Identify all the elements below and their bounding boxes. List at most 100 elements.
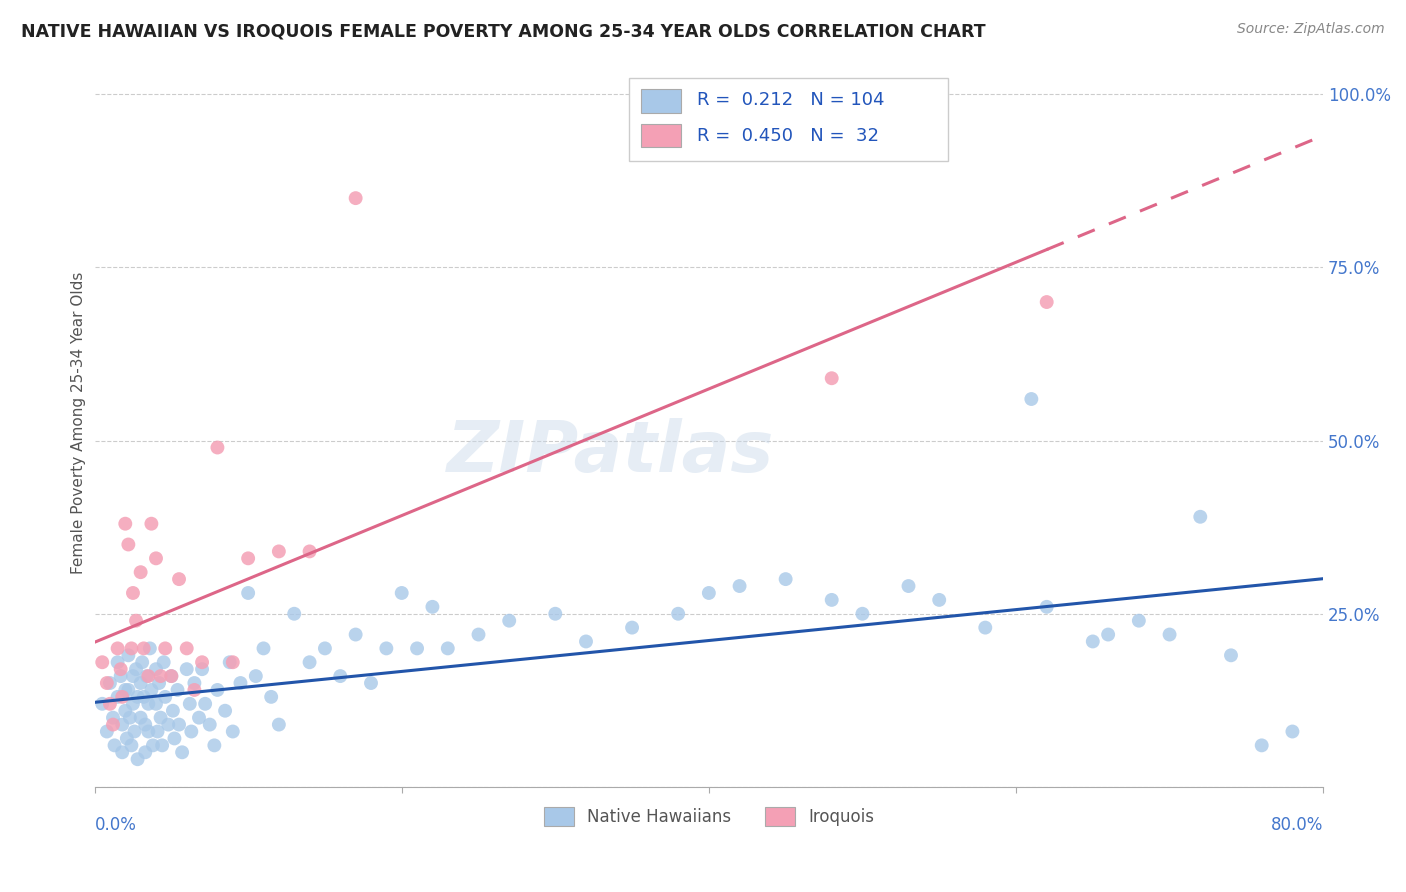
Point <box>127 690 149 704</box>
Point <box>139 641 162 656</box>
Point <box>149 711 172 725</box>
Point <box>91 655 114 669</box>
Point <box>114 516 136 531</box>
Point <box>91 697 114 711</box>
Point <box>163 731 186 746</box>
Point <box>111 745 134 759</box>
Point <box>1021 392 1043 406</box>
Point <box>179 697 201 711</box>
Point <box>1128 614 1150 628</box>
Point <box>260 690 283 704</box>
Point <box>267 544 290 558</box>
Text: 0.0%: 0.0% <box>94 816 136 834</box>
Point <box>697 586 720 600</box>
Point <box>252 641 274 656</box>
Point <box>360 676 382 690</box>
Point <box>1035 295 1057 310</box>
Point <box>118 711 141 725</box>
Point <box>127 752 149 766</box>
Point <box>96 676 118 690</box>
Point <box>897 579 920 593</box>
Point <box>146 724 169 739</box>
Point <box>122 669 145 683</box>
Point <box>111 717 134 731</box>
Point <box>145 697 167 711</box>
Point <box>117 682 139 697</box>
FancyBboxPatch shape <box>628 78 949 161</box>
Point <box>1220 648 1243 663</box>
Point <box>117 648 139 663</box>
Point <box>114 682 136 697</box>
Point <box>422 599 444 614</box>
Point <box>124 724 146 739</box>
Point <box>134 745 156 759</box>
Point <box>467 627 489 641</box>
Point <box>198 717 221 731</box>
Point <box>183 682 205 697</box>
Point <box>96 724 118 739</box>
Point <box>115 731 138 746</box>
Point <box>344 627 367 641</box>
Point <box>101 711 124 725</box>
Point <box>236 586 259 600</box>
Point <box>298 655 321 669</box>
Point <box>107 690 129 704</box>
Point <box>344 191 367 205</box>
Point <box>436 641 458 656</box>
Point <box>183 676 205 690</box>
Point <box>149 669 172 683</box>
Point <box>125 662 148 676</box>
Point <box>406 641 429 656</box>
Point <box>176 662 198 676</box>
Point <box>1281 724 1303 739</box>
Point <box>218 655 240 669</box>
Point <box>821 593 844 607</box>
Point <box>129 676 152 690</box>
Point <box>141 682 163 697</box>
Point <box>314 641 336 656</box>
Point <box>155 690 177 704</box>
Point <box>129 711 152 725</box>
Point <box>110 669 132 683</box>
Point <box>122 697 145 711</box>
Point <box>1097 627 1119 641</box>
Point <box>172 745 194 759</box>
Point <box>391 586 413 600</box>
Point <box>101 717 124 731</box>
Point <box>194 697 217 711</box>
Point <box>229 676 252 690</box>
Point <box>267 717 290 731</box>
Point <box>298 544 321 558</box>
Point <box>110 662 132 676</box>
Point <box>103 739 125 753</box>
Point <box>145 662 167 676</box>
Point <box>134 717 156 731</box>
Point <box>111 690 134 704</box>
Point <box>575 634 598 648</box>
Point <box>498 614 520 628</box>
Point <box>1081 634 1104 648</box>
Point <box>120 641 142 656</box>
Point <box>129 565 152 579</box>
Point <box>131 655 153 669</box>
Text: R =  0.212   N = 104: R = 0.212 N = 104 <box>696 91 884 109</box>
Point <box>142 739 165 753</box>
Point <box>1159 627 1181 641</box>
Point <box>1035 599 1057 614</box>
Point <box>166 682 188 697</box>
Point <box>132 641 155 656</box>
Point <box>136 724 159 739</box>
Point <box>98 676 121 690</box>
Point <box>544 607 567 621</box>
Point <box>107 655 129 669</box>
Point <box>155 641 177 656</box>
Point <box>157 717 180 731</box>
Point <box>329 669 352 683</box>
Point <box>117 537 139 551</box>
Point <box>621 621 644 635</box>
Point <box>98 697 121 711</box>
Point <box>162 704 184 718</box>
Point <box>236 551 259 566</box>
Point <box>160 669 183 683</box>
Point <box>245 669 267 683</box>
